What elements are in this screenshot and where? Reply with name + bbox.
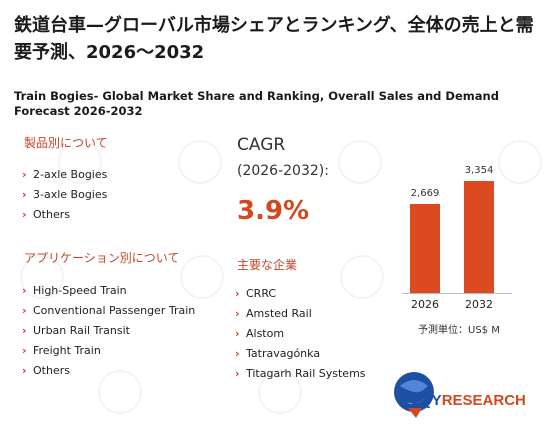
list-item: › 3-axle Bogies xyxy=(22,185,107,205)
watermark-icon xyxy=(498,140,542,184)
chart-bar-2026 xyxy=(410,203,440,293)
chart-value-label: 2,669 xyxy=(410,187,440,199)
watermark-icon xyxy=(58,140,102,184)
watermark-icon xyxy=(98,370,142,414)
page-title-japanese: 鉄道台車—グローバル市場シェアとランキング、全体の売上と需要予測、2026～20… xyxy=(14,15,534,63)
chart-bar-2032 xyxy=(464,181,494,293)
watermark-icon xyxy=(178,140,222,184)
list-item: › Freight Train xyxy=(22,341,195,361)
cagr-label: CAGR xyxy=(237,135,286,155)
list-item: › 2-axle Bogies xyxy=(22,165,107,185)
bullet-chevron-icon: › xyxy=(235,327,240,340)
bullet-chevron-icon: › xyxy=(22,284,27,297)
chart-unit-label: 予測単位：US$ M xyxy=(418,325,500,336)
list-item: › High-Speed Train xyxy=(22,281,195,301)
logo-wordmark: QYRESEARCH xyxy=(420,392,526,409)
bullet-chevron-icon: › xyxy=(235,287,240,300)
list-item: › Amsted Rail xyxy=(235,304,366,324)
list-item: › CRRC xyxy=(235,284,366,304)
watermark-icon xyxy=(340,255,384,299)
watermark-icon xyxy=(338,140,382,184)
list-item: › Titagarh Rail Systems xyxy=(235,364,366,384)
list-item: › Alstom xyxy=(235,324,366,344)
list-item: › Tatravagónka xyxy=(235,344,366,364)
bullet-chevron-icon: › xyxy=(22,364,27,377)
bullet-chevron-icon: › xyxy=(22,168,27,181)
product-section-heading: 製品別について xyxy=(24,136,108,150)
cagr-period: (2026-2032): xyxy=(237,163,329,179)
product-list: › 2-axle Bogies › 3-axle Bogies › Others xyxy=(22,165,107,225)
list-item: › Conventional Passenger Train xyxy=(22,301,195,321)
chart-value-label: 3,354 xyxy=(464,165,494,176)
list-item: › Others xyxy=(22,361,195,381)
application-list: › High-Speed Train › Conventional Passenge… xyxy=(22,281,195,381)
bullet-chevron-icon: › xyxy=(235,347,240,360)
cagr-value: 3.9% xyxy=(237,196,310,226)
companies-list: › CRRC › Amsted Rail › Alstom › Tatravagónka… xyxy=(235,284,366,384)
list-item: › Others xyxy=(22,205,107,225)
watermark-icon xyxy=(180,255,224,299)
list-item: › Urban Rail Transit xyxy=(22,321,195,341)
qyresearch-logo: QYRESEARCH xyxy=(392,362,542,430)
watermark-icon xyxy=(258,370,302,414)
bullet-chevron-icon: › xyxy=(22,208,27,221)
companies-section-heading: 主要な企業 xyxy=(237,258,298,272)
chart-baseline xyxy=(402,293,512,294)
application-section-heading: アプリケーション別について xyxy=(24,251,180,265)
bullet-chevron-icon: › xyxy=(22,324,27,337)
bullet-chevron-icon: › xyxy=(235,367,240,380)
bullet-chevron-icon: › xyxy=(22,344,27,357)
chart-category-label: 2026 xyxy=(411,298,439,311)
bullet-chevron-icon: › xyxy=(22,304,27,317)
watermark-icon xyxy=(20,255,64,299)
page-title-english: Train Bogies- Global Market Share and Ra… xyxy=(14,89,499,118)
bullet-chevron-icon: › xyxy=(235,307,240,320)
globe-logo-icon xyxy=(394,372,434,418)
bullet-chevron-icon: › xyxy=(22,188,27,201)
market-size-bar-chart: 2,669 2026 3,354 2032 xyxy=(392,163,512,321)
chart-category-label: 2032 xyxy=(465,298,493,311)
